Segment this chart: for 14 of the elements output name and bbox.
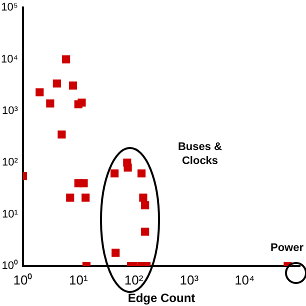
y-tick-label: 10³ bbox=[2, 104, 18, 117]
y-tick-label: 10⁵ bbox=[1, 2, 18, 14]
annotation: Buses & Clocks bbox=[178, 141, 222, 168]
annotation: Power bbox=[270, 242, 304, 254]
y-tick-label: 10¹ bbox=[2, 208, 18, 220]
x-tick-label: 10⁴ bbox=[234, 272, 255, 288]
y-tick-label: 10⁰ bbox=[2, 259, 18, 272]
y-tick-label: 10² bbox=[2, 156, 18, 169]
x-tick-label: 10³ bbox=[180, 272, 200, 288]
x-tick-label: 10² bbox=[124, 272, 144, 288]
x-tick-label: 10⁰ bbox=[13, 272, 33, 288]
x-tick-label: 10¹ bbox=[68, 272, 88, 288]
y-tick-label: 10⁴ bbox=[0, 53, 18, 66]
x-axis-title: Edge Count bbox=[128, 291, 196, 306]
